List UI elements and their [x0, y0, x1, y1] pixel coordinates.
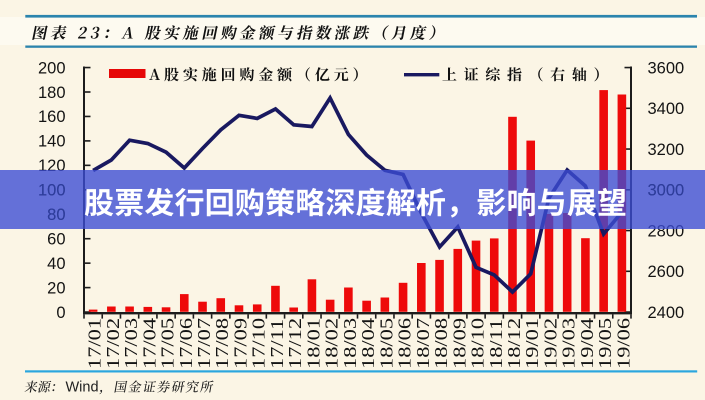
svg-text:60: 60: [47, 231, 65, 249]
svg-text:18/05: 18/05: [378, 318, 397, 369]
svg-text:18/11: 18/11: [487, 319, 506, 369]
svg-text:17/11: 17/11: [268, 319, 287, 369]
svg-text:18/08: 18/08: [432, 318, 451, 369]
svg-text:20: 20: [47, 279, 65, 297]
svg-text:100: 100: [38, 182, 66, 200]
svg-text:17/01: 17/01: [86, 318, 105, 369]
svg-text:3200: 3200: [648, 141, 685, 159]
svg-text:18/10: 18/10: [469, 318, 488, 369]
svg-text:18/02: 18/02: [323, 318, 342, 369]
svg-text:18/09: 18/09: [451, 318, 470, 369]
svg-text:40: 40: [47, 255, 65, 273]
svg-text:19/05: 19/05: [596, 318, 615, 369]
svg-text:17/10: 17/10: [250, 318, 269, 369]
svg-text:3000: 3000: [648, 182, 685, 200]
svg-text:2600: 2600: [648, 263, 685, 281]
svg-text:19/03: 19/03: [560, 318, 579, 369]
svg-text:17/03: 17/03: [122, 318, 141, 369]
svg-text:18/01: 18/01: [305, 318, 324, 369]
svg-text:17/05: 17/05: [159, 318, 178, 369]
svg-text:17/02: 17/02: [104, 318, 123, 369]
svg-text:140: 140: [38, 133, 66, 151]
svg-text:18/07: 18/07: [414, 318, 433, 369]
svg-text:17/07: 17/07: [195, 318, 214, 369]
svg-text:3400: 3400: [648, 100, 685, 118]
svg-text:17/08: 17/08: [213, 318, 232, 369]
svg-text:18/12: 18/12: [505, 318, 524, 369]
svg-text:18/04: 18/04: [359, 318, 378, 369]
svg-text:17/09: 17/09: [232, 318, 251, 369]
svg-text:Wind: Wind: [66, 380, 99, 396]
svg-text:180: 180: [38, 84, 66, 102]
svg-text:2400: 2400: [648, 304, 685, 322]
svg-text:18/06: 18/06: [396, 318, 415, 369]
svg-text:19/01: 19/01: [523, 318, 542, 369]
svg-text:17/04: 17/04: [141, 318, 160, 369]
svg-text:0: 0: [56, 304, 65, 322]
svg-text:200: 200: [38, 59, 66, 77]
svg-text:17/06: 17/06: [177, 318, 196, 369]
svg-text:80: 80: [47, 206, 65, 224]
svg-text:19/02: 19/02: [542, 318, 561, 369]
svg-text:17/12: 17/12: [286, 318, 305, 369]
svg-text:18/03: 18/03: [341, 318, 360, 369]
svg-text:160: 160: [38, 108, 66, 126]
svg-text:19/04: 19/04: [578, 318, 597, 369]
svg-text:19/06: 19/06: [615, 318, 634, 369]
svg-text:3600: 3600: [648, 59, 685, 77]
